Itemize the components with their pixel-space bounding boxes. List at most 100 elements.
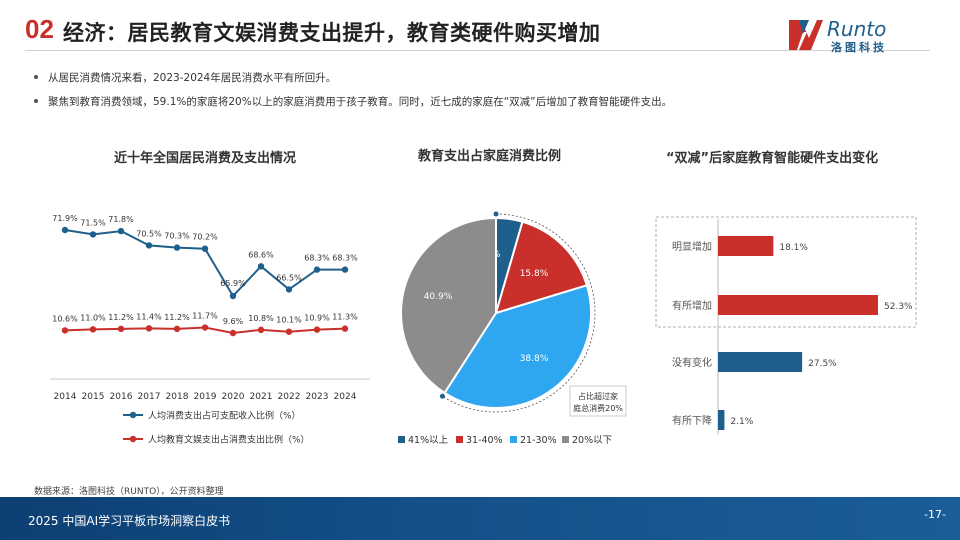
data-point [341,325,349,332]
category-label: 有所下降 [672,414,712,427]
data-point [61,226,69,234]
data-label: 2.1% [730,417,753,427]
page-title: 经济：居民教育文娱消费支出提升，教育类硬件购买增加 [63,21,601,45]
data-point [145,242,153,249]
title-divider [25,50,930,51]
data-label: 71.8% [108,215,134,224]
runto-logo: Runto 洛图科技 [789,17,887,54]
data-point [257,326,265,334]
x-tick-label: 2024 [334,392,357,402]
data-label: 10.1% [276,316,302,325]
bullet-dot-icon [34,99,38,103]
data-label: 18.1% [779,243,808,253]
pie-slice [443,284,592,409]
x-tick-label: 2017 [138,392,161,402]
data-label: 10.6% [52,314,78,323]
logo-mark [789,20,823,50]
bullet-item: 从居民消费情况来看，2023-2024年居民消费水平有所回升。 [34,66,672,90]
bullet-list: 从居民消费情况来看，2023-2024年居民消费水平有所回升。 聚焦到教育消费领… [34,66,672,114]
data-label: 11.2% [108,313,134,322]
legend-swatch [562,436,569,443]
data-label: 11.0% [80,313,106,322]
data-point [313,326,321,333]
bar-chart-title: “双减”后家庭教育智能硬件支出变化 [666,151,879,166]
data-point [201,245,209,252]
data-point [61,327,69,334]
data-label: 11.4% [136,312,162,321]
slice-label: 15.8% [520,269,549,279]
legend-label: 人均教育文娱支出占消费支出比例（%） [148,434,310,446]
pie-chart: 4.5%15.8%38.8%40.9%占比超过家庭总消费20%41%以上31-4… [398,211,627,446]
data-point [285,328,293,335]
data-point [201,324,209,331]
legend-label: 31-40% [466,435,503,446]
data-label: 9.6% [223,317,244,326]
legend-marker [129,435,137,443]
bar [718,352,803,372]
x-tick-label: 2022 [278,392,301,402]
arc-endpoint [439,393,445,399]
x-tick-label: 2023 [306,392,329,402]
legend-label: 41%以上 [408,435,449,446]
legend-label: 人均消费支出占可支配收入比例（%） [148,410,301,422]
page-number: -17- [924,508,946,521]
bullet-item: 聚焦到教育消费领域，59.1%的家庭将20%以上的家庭消费用于孩子教育。同时，近… [34,90,672,114]
data-label: 68.6% [248,250,274,259]
data-label: 70.2% [192,233,218,242]
data-point [117,227,125,235]
data-label: 52.3% [884,302,913,312]
data-point [89,326,97,333]
logo-subtext: 洛图科技 [831,40,887,54]
category-label: 有所增加 [672,299,712,312]
logo-text: Runto [827,17,886,41]
data-label: 65.9% [220,279,246,288]
data-point [313,266,321,273]
bullet-dot-icon [34,75,38,79]
bar [718,295,878,315]
data-label: 71.5% [80,218,106,227]
data-point [173,325,181,333]
pie-slice [494,220,589,315]
line-chart: 2014 2015 2016 2017 2018 2019 2020 2021 2022 2023… [50,214,370,446]
data-point [229,292,237,300]
bar [718,236,774,256]
line-chart-title: 近十年全国居民消费及支出情况 [114,151,297,166]
data-source: 数据来源：洛图科技（RUNTO），公开资料整理 [34,487,224,497]
slice-label: 38.8% [520,354,549,364]
data-point [257,263,265,270]
data-label: 71.9% [52,214,78,223]
category-label: 明显增加 [672,240,712,253]
bullet-text: 从居民消费情况来看，2023-2024年居民消费水平有所回升。 [48,72,337,84]
annotation-box [569,385,627,417]
slice-label: 40.9% [424,292,453,302]
legend-swatch [510,436,517,443]
bar [718,410,725,430]
x-tick-label: 2015 [82,392,105,402]
section-number: 02 [25,14,54,44]
annotation-text: 庭总消费20% [573,403,623,413]
data-point [145,325,153,332]
footer-bar [0,497,960,540]
x-tick-label: 2019 [194,392,217,402]
legend-swatch [398,436,405,443]
x-tick-label: 2018 [166,392,189,402]
pie-slice [400,216,497,395]
logo-mark-accent [799,20,809,34]
data-point [173,244,181,251]
x-tick-label: 2020 [222,392,245,402]
x-tick-label: 2021 [250,392,273,402]
data-label: 68.3% [332,254,358,263]
x-tick-label: 2016 [110,392,133,402]
data-point [89,231,97,238]
data-point [229,329,237,337]
bar-chart: 明显增加 18.1% 有所增加 52.3% 没有变化 27.5% 有所下降 2.1% [655,216,917,435]
data-label: 10.9% [304,314,330,323]
arc-endpoint [493,211,499,217]
data-point [341,266,349,273]
legend-swatch [456,436,463,443]
data-label: 10.8% [248,314,274,323]
legend-label: 20%以下 [572,435,612,446]
header: 02 经济：居民教育文娱消费支出提升，教育类硬件购买增加 Runto 洛图科技 [0,0,960,60]
legend-marker [129,411,137,419]
data-label: 68.3% [304,254,330,263]
